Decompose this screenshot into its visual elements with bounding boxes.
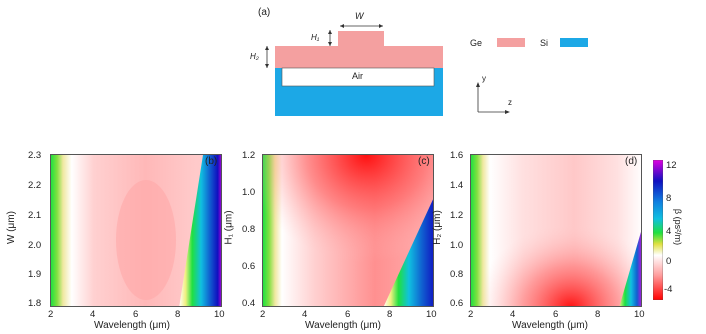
b-ytick-3: 2.0 xyxy=(28,240,42,251)
b-xtick-3: 8 xyxy=(175,309,181,320)
b-ytick-5: 1.8 xyxy=(28,298,42,309)
d-ytick-3: 1.0 xyxy=(450,240,464,251)
colorbar-tick-0: 12 xyxy=(666,160,677,171)
b-xtick-0: 2 xyxy=(48,309,54,320)
d-ytick-1: 1.4 xyxy=(450,180,464,191)
panel-label-a: (a) xyxy=(258,7,271,18)
d-xtick-3: 8 xyxy=(595,309,601,320)
b-ytick-2: 2.1 xyxy=(28,210,42,221)
b-ytick-4: 1.9 xyxy=(28,269,42,280)
colorbar-tick-2: 4 xyxy=(666,226,672,237)
d-ylabel: H₂ (μm) xyxy=(431,210,443,245)
d-xtick-4: 10 xyxy=(634,309,645,320)
ge-rib xyxy=(338,31,384,46)
w-label: W xyxy=(355,11,364,21)
d-xtick-1: 4 xyxy=(510,309,516,320)
b-ytick-0: 2.3 xyxy=(28,150,42,161)
d-ytick-4: 0.8 xyxy=(450,269,464,280)
h2-label: H₂ xyxy=(250,52,259,61)
b-ylabel: W (μm) xyxy=(5,211,17,244)
panel-label-d: (d) xyxy=(625,156,638,167)
c-xtick-2: 6 xyxy=(345,309,351,320)
d-ytick-0: 1.6 xyxy=(450,150,464,161)
panel-label-b: (b) xyxy=(205,156,218,167)
colorbar xyxy=(653,160,663,300)
h1-label: H₁ xyxy=(311,33,320,42)
c-ytick-1: 1.0 xyxy=(242,187,256,198)
heatmap-b xyxy=(50,154,222,307)
b-xtick-2: 6 xyxy=(133,309,139,320)
d-xtick-0: 2 xyxy=(468,309,474,320)
waveguide-schematic xyxy=(265,24,443,116)
legend-ge-label: Ge xyxy=(470,38,483,48)
axis-y-label: y xyxy=(482,74,486,83)
legend-si-label: Si xyxy=(540,38,549,48)
c-xtick-3: 8 xyxy=(387,309,393,320)
b-xlabel: Wavelength (μm) xyxy=(94,320,170,331)
axis-z-label: z xyxy=(508,98,512,107)
c-ytick-2: 0.8 xyxy=(242,224,256,235)
panel-label-c: (c) xyxy=(418,156,430,167)
colorbar-tick-1: 8 xyxy=(666,193,672,204)
d-ytick-5: 0.6 xyxy=(450,298,464,309)
b-ytick-1: 2.2 xyxy=(28,180,42,191)
colorbar-tick-3: 0 xyxy=(666,256,672,267)
colorbar-tick-4: -4 xyxy=(664,284,673,295)
c-ytick-0: 1.2 xyxy=(242,150,256,161)
c-xtick-1: 4 xyxy=(302,309,308,320)
ge-slab xyxy=(275,46,443,68)
c-xtick-0: 2 xyxy=(260,309,266,320)
legend-ge-swatch xyxy=(497,38,525,47)
c-ytick-4: 0.4 xyxy=(242,298,256,309)
air-label: Air xyxy=(352,71,363,81)
c-xtick-4: 10 xyxy=(426,309,437,320)
heatmap-d xyxy=(470,154,642,307)
c-ytick-3: 0.6 xyxy=(242,261,256,272)
c-xlabel: Wavelength (μm) xyxy=(305,320,381,331)
air-gap xyxy=(281,67,435,87)
d-ytick-2: 1.2 xyxy=(450,210,464,221)
d-xlabel: Wavelength (μm) xyxy=(512,320,588,331)
b-xtick-4: 10 xyxy=(214,309,225,320)
colorbar-title: β (ps²/m) xyxy=(673,208,684,246)
c-ylabel: H₁ (μm) xyxy=(223,210,235,245)
b-xtick-1: 4 xyxy=(90,309,96,320)
legend-si-swatch xyxy=(560,38,588,47)
heatmap-c xyxy=(262,154,434,307)
d-xtick-2: 6 xyxy=(553,309,559,320)
coordinate-axes-icon xyxy=(476,82,510,114)
